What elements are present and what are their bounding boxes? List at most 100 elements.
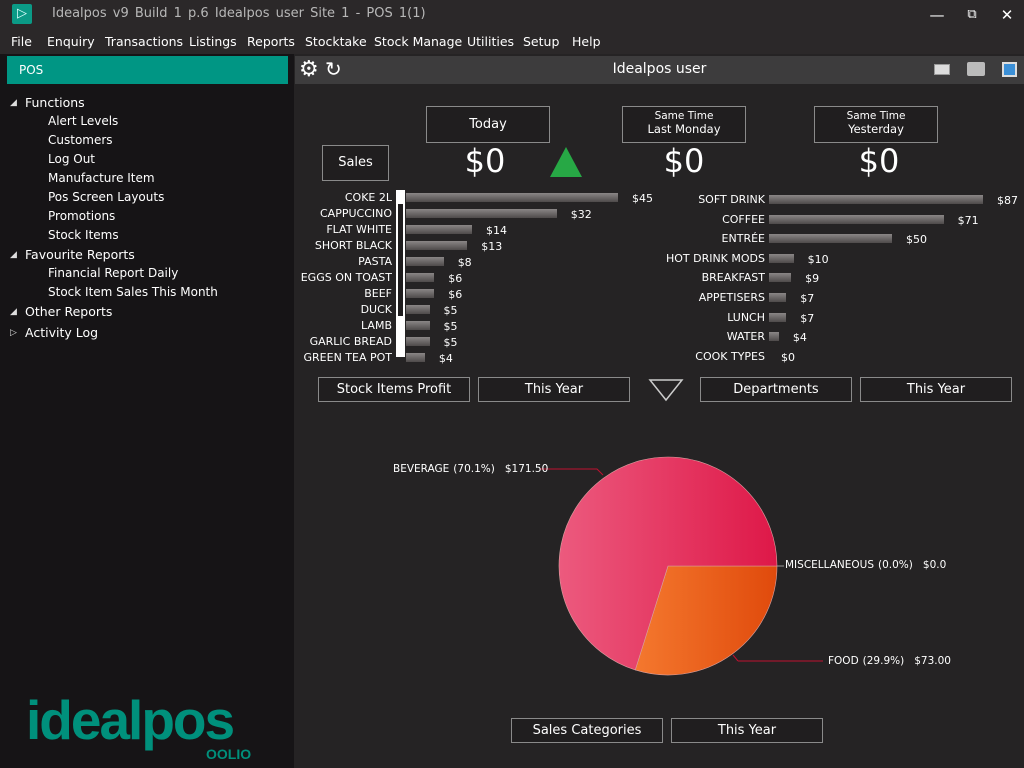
bar-value: $0 <box>781 350 795 364</box>
pie-label-pct: (0.0%) <box>878 559 913 571</box>
bar-label: EGGS ON TOAST <box>300 271 392 284</box>
yesterday-line1: Same Time <box>846 110 906 122</box>
menu-reports[interactable]: Reports <box>247 34 295 49</box>
bar-value: $71 <box>957 213 979 227</box>
menu-stocktake[interactable]: Stocktake <box>305 34 367 49</box>
right-period-selector[interactable]: This Year <box>860 377 1012 402</box>
tree-item[interactable]: Pos Screen Layouts <box>48 190 165 204</box>
pie-label-name: MISCELLANEOUS <box>785 559 875 571</box>
tree-item[interactable]: Stock Items <box>48 228 119 242</box>
bar-value: $14 <box>485 224 507 237</box>
bar-label: DUCK <box>360 303 392 316</box>
tree-group[interactable]: Favourite Reports <box>25 247 135 262</box>
bar-value: $87 <box>997 194 1018 207</box>
bar <box>406 241 468 250</box>
bar <box>406 193 618 202</box>
save-icon[interactable] <box>1002 62 1017 77</box>
menu-file[interactable]: File <box>11 34 32 49</box>
bar-value: $45 <box>632 192 653 205</box>
tree-group[interactable]: Functions <box>25 95 85 110</box>
window-title: Idealpos v9 Build 1 p.6 Idealpos user Si… <box>52 6 426 21</box>
tree-item[interactable]: Financial Report Daily <box>48 266 179 280</box>
stock-items-profit-selector[interactable]: Stock Items Profit <box>318 377 470 402</box>
bar <box>406 273 435 282</box>
collapse-arrow-icon[interactable] <box>648 378 684 402</box>
settings-gear-icon[interactable]: ⚙ <box>299 57 319 82</box>
email-icon[interactable] <box>934 64 950 75</box>
last-monday-value: $0 <box>663 142 705 180</box>
left-period-selector[interactable]: This Year <box>478 377 630 402</box>
expand-toggle-icon[interactable]: ▷ <box>10 328 17 338</box>
bar <box>769 195 983 204</box>
bar-value: $7 <box>800 292 815 305</box>
pie-slice-food <box>634 565 778 676</box>
bar-value: $6 <box>448 272 463 285</box>
pie-label: MISCELLANEOUS (0.0%) $0.0 <box>785 559 950 571</box>
bar-label: COOK TYPES <box>695 349 765 363</box>
bar <box>769 312 787 322</box>
tree-item[interactable]: Customers <box>48 133 113 147</box>
user-title: Idealpos user <box>612 61 707 77</box>
last-monday-label: Same Time Last Monday <box>622 106 746 143</box>
sales-categories-selector[interactable]: Sales Categories <box>511 718 663 743</box>
trend-up-icon <box>550 147 582 177</box>
close-button[interactable]: ✕ <box>1000 6 1014 24</box>
bar-value: $7 <box>800 311 815 325</box>
pie-label: BEVERAGE (70.1%) $171.50 <box>393 463 552 475</box>
bar-value: $13 <box>481 240 503 253</box>
bar <box>406 209 557 218</box>
tree-item[interactable]: Promotions <box>48 209 116 223</box>
bar-label: COFFEE <box>722 212 765 226</box>
menu-help[interactable]: Help <box>572 34 601 49</box>
today-label: Today <box>426 106 550 143</box>
bar-label: WATER <box>726 330 765 344</box>
menu-enquiry[interactable]: Enquiry <box>47 34 95 49</box>
bar <box>406 257 444 266</box>
yesterday-value: $0 <box>858 142 900 180</box>
menu-listings[interactable]: Listings <box>189 34 237 49</box>
pie-period-selector[interactable]: This Year <box>671 718 823 743</box>
tree-item[interactable]: Log Out <box>48 152 96 166</box>
bar-label: SOFT DRINK <box>698 193 765 206</box>
bar-label: COKE 2L <box>344 191 392 204</box>
printer-icon[interactable] <box>967 62 985 76</box>
expand-toggle-icon[interactable]: ◢ <box>10 98 17 108</box>
minimize-button[interactable]: — <box>929 6 945 24</box>
menu-setup[interactable]: Setup <box>523 34 560 49</box>
app-logo-icon: ▷ <box>12 4 32 24</box>
yesterday-line2: Yesterday <box>848 122 904 136</box>
last-monday-line2: Last Monday <box>647 122 721 136</box>
menu-bar: File Enquiry Transactions Listings Repor… <box>0 30 1024 54</box>
bar-label: HOT DRINK MODS <box>665 251 765 265</box>
bar-label: SHORT BLACK <box>314 239 392 252</box>
restore-button[interactable]: ⧉ <box>967 7 977 22</box>
tree-group[interactable]: Activity Log <box>25 325 99 340</box>
tree-item[interactable]: Alert Levels <box>48 114 119 128</box>
expand-toggle-icon[interactable]: ◢ <box>10 307 17 317</box>
menu-stock-manage[interactable]: Stock Manage <box>374 34 463 49</box>
oolio-logo: OOLIO <box>206 746 252 762</box>
bar-value: $9 <box>805 272 820 286</box>
menu-utilities[interactable]: Utilities <box>467 34 515 49</box>
expand-toggle-icon[interactable]: ◢ <box>10 250 17 260</box>
bar-value: $50 <box>905 233 927 247</box>
pie-label-name: FOOD <box>828 655 859 667</box>
last-monday-line1: Same Time <box>654 110 714 122</box>
pie-label-label: $171.50 <box>504 463 549 475</box>
bar-value: $4 <box>792 331 807 345</box>
bar-label: CAPPUCCINO <box>319 207 392 220</box>
pie-label-pct: (29.9%) <box>862 655 905 667</box>
yesterday-label: Same Time Yesterday <box>814 106 938 143</box>
bar-value: $4 <box>438 352 453 365</box>
tree-item[interactable]: Manufacture Item <box>48 171 155 185</box>
tree-group[interactable]: Other Reports <box>25 304 113 319</box>
main-header: ⚙ ↻ Idealpos user <box>295 56 1024 84</box>
menu-transactions[interactable]: Transactions <box>105 34 184 49</box>
pie-leader-line <box>540 468 604 476</box>
left-chart-scrollbar[interactable] <box>396 190 405 357</box>
tree-item[interactable]: Stock Item Sales This Month <box>48 285 218 299</box>
pos-header[interactable]: POS <box>7 56 288 84</box>
departments-selector[interactable]: Departments <box>700 377 852 402</box>
bar-label: BREAKFAST <box>701 271 765 285</box>
refresh-icon[interactable]: ↻ <box>325 57 342 81</box>
